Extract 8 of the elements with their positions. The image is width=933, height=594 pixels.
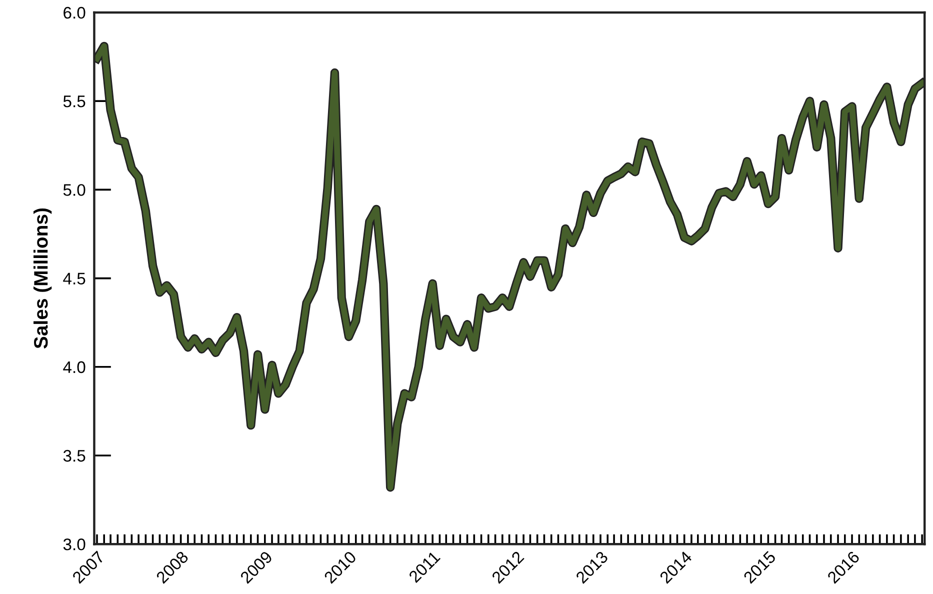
y-tick-label: 3.5: [63, 450, 86, 462]
y-tick-label: 4.5: [63, 272, 86, 284]
y-tick-label: 5.5: [63, 96, 86, 108]
y-tick-label: 5.0: [63, 184, 86, 196]
y-tick-label: 3.0: [63, 538, 86, 550]
y-tick-label: 6.0: [64, 6, 86, 19]
y-tick-label: 4.0: [63, 361, 86, 374]
y-axis-title: Sales (Millions): [33, 208, 52, 348]
